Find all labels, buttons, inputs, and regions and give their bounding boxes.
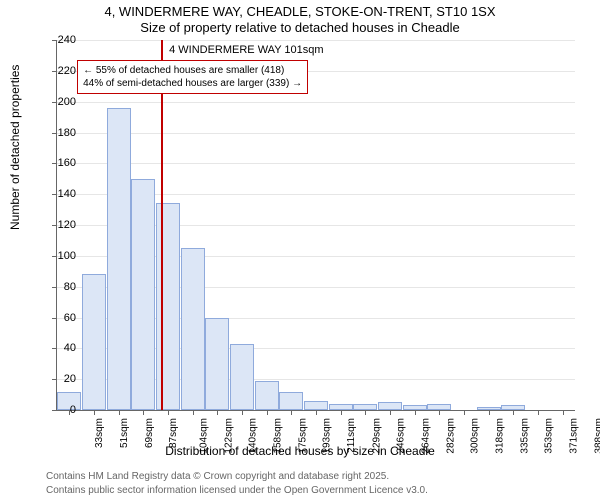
reference-label: 4 WINDERMERE WAY 101sqm	[169, 44, 323, 56]
xtick-label: 353sqm	[544, 418, 555, 454]
ytick-label: 220	[46, 65, 76, 77]
histogram-bar	[279, 392, 303, 411]
ytick-label: 40	[46, 342, 76, 354]
ytick-label: 180	[46, 127, 76, 139]
xtick-label: 300sqm	[470, 418, 481, 454]
histogram-bar	[230, 344, 254, 410]
xtick-label: 246sqm	[396, 418, 407, 454]
footer-attribution-2: Contains public sector information licen…	[46, 485, 428, 496]
xtick-label: 211sqm	[346, 418, 357, 453]
xtick-label: 33sqm	[94, 418, 105, 448]
xtick-mark	[94, 410, 95, 415]
y-axis-label: Number of detached properties	[8, 65, 22, 230]
histogram-bar	[304, 401, 328, 410]
xtick-label: 264sqm	[421, 418, 432, 454]
xtick-label: 104sqm	[199, 418, 210, 454]
xtick-label: 371sqm	[569, 418, 580, 454]
xtick-mark	[242, 410, 243, 415]
gridline	[57, 133, 575, 134]
xtick-label: 229sqm	[371, 418, 382, 454]
reference-line	[161, 40, 163, 410]
xtick-mark	[439, 410, 440, 415]
xtick-mark	[168, 410, 169, 415]
chart-plot-area: 4 WINDERMERE WAY 101sqm ← 55% of detached…	[56, 40, 575, 411]
xtick-label: 335sqm	[519, 418, 530, 454]
title-line-2: Size of property relative to detached ho…	[0, 20, 600, 35]
xtick-mark	[341, 410, 342, 415]
ytick-label: 100	[46, 250, 76, 262]
gridline	[57, 102, 575, 103]
histogram-bar	[205, 318, 229, 411]
xtick-label: 388sqm	[593, 418, 600, 454]
histogram-bar	[156, 203, 180, 410]
xtick-mark	[291, 410, 292, 415]
gridline	[57, 163, 575, 164]
ytick-label: 0	[46, 404, 76, 416]
annotation-box: ← 55% of detached houses are smaller (41…	[77, 60, 308, 94]
ytick-label: 20	[46, 373, 76, 385]
histogram-bar	[378, 402, 402, 410]
xtick-label: 122sqm	[223, 418, 234, 454]
histogram-bar	[107, 108, 131, 410]
histogram-bar	[181, 248, 205, 410]
xtick-mark	[316, 410, 317, 415]
xtick-label: 318sqm	[495, 418, 506, 454]
histogram-bar	[255, 381, 279, 410]
xtick-label: 193sqm	[322, 418, 333, 454]
ytick-label: 200	[46, 96, 76, 108]
histogram-bar	[82, 274, 106, 410]
xtick-mark	[365, 410, 366, 415]
xtick-mark	[489, 410, 490, 415]
xtick-mark	[464, 410, 465, 415]
ytick-label: 160	[46, 157, 76, 169]
annotation-line-1: ← 55% of detached houses are smaller (41…	[83, 64, 302, 77]
xtick-mark	[563, 410, 564, 415]
ytick-label: 60	[46, 312, 76, 324]
xtick-label: 69sqm	[144, 418, 155, 448]
xtick-mark	[193, 410, 194, 415]
xtick-label: 87sqm	[168, 418, 179, 448]
xtick-label: 51sqm	[119, 418, 130, 448]
xtick-label: 140sqm	[248, 418, 259, 454]
xtick-label: 175sqm	[297, 418, 308, 454]
gridline	[57, 40, 575, 41]
xtick-label: 158sqm	[273, 418, 284, 454]
ytick-label: 120	[46, 219, 76, 231]
ytick-label: 80	[46, 281, 76, 293]
ytick-label: 240	[46, 34, 76, 46]
title-line-1: 4, WINDERMERE WAY, CHEADLE, STOKE-ON-TRE…	[0, 4, 600, 19]
xtick-mark	[415, 410, 416, 415]
ytick-label: 140	[46, 188, 76, 200]
xtick-mark	[119, 410, 120, 415]
xtick-mark	[513, 410, 514, 415]
xtick-mark	[267, 410, 268, 415]
histogram-bar	[131, 179, 155, 410]
xtick-label: 282sqm	[445, 418, 456, 454]
footer-attribution-1: Contains HM Land Registry data © Crown c…	[46, 471, 389, 482]
xtick-mark	[217, 410, 218, 415]
xtick-mark	[143, 410, 144, 415]
annotation-line-2: 44% of semi-detached houses are larger (…	[83, 77, 302, 90]
xtick-mark	[390, 410, 391, 415]
xtick-mark	[538, 410, 539, 415]
